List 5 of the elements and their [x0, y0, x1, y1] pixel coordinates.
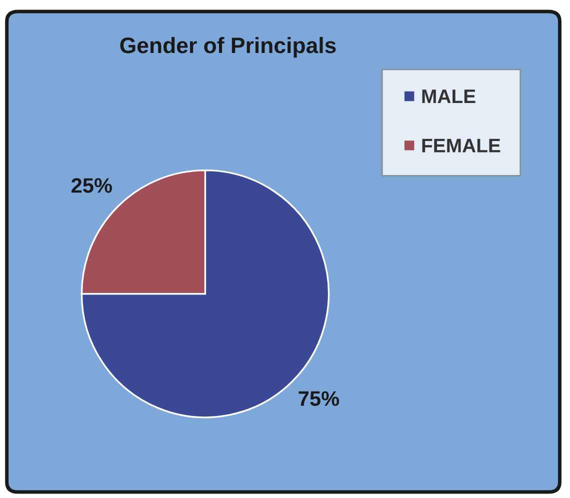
data-label: 75%	[298, 391, 340, 406]
legend-label: MALE	[422, 90, 476, 104]
data-label: 25%	[72, 178, 112, 193]
chart-title: Gender of Principals	[120, 36, 336, 58]
legend-label: FEMALE	[422, 138, 500, 152]
